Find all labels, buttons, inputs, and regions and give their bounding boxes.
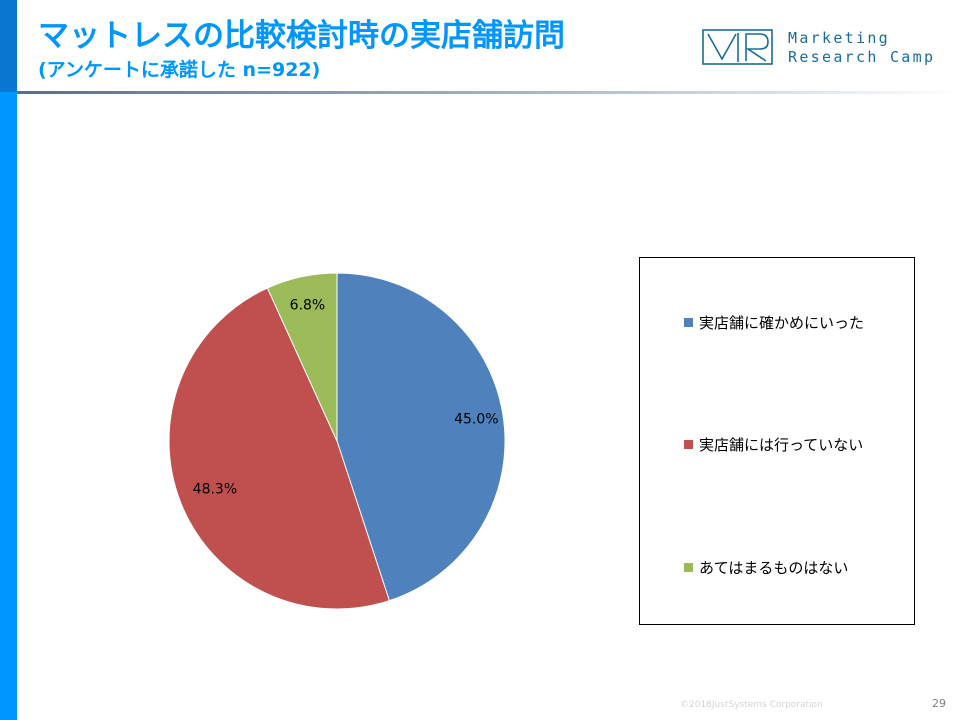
legend-item-not-visited: 実店舗には行っていない <box>684 434 863 455</box>
vr-logo-mark <box>702 29 773 65</box>
legend-item-visited: 実店舗に確かめにいった <box>684 312 864 333</box>
logo: Marketing Research Camp <box>702 28 952 70</box>
logo-text: Marketing Research Camp <box>788 29 935 67</box>
legend-swatch-visited <box>684 318 693 327</box>
legend-label-not-visited: 実店舗には行っていない <box>699 436 864 454</box>
data-label-not-visited: 48.3% <box>193 482 237 498</box>
chart-legend: 実店舗に確かめにいった 実店舗には行っていない あてはまるものはない <box>639 257 915 625</box>
page-subtitle: (アンケートに承諾した n=922) <box>38 59 321 81</box>
page-number: 29 <box>932 697 946 710</box>
legend-swatch-not-visited <box>684 440 693 449</box>
slice-not-visited <box>168 287 390 610</box>
left-accent-bar-top <box>0 0 17 92</box>
copyright-text: ©2018JustSystems Corporation <box>680 700 823 710</box>
left-accent-bar <box>0 0 17 720</box>
legend-item-none: あてはまるものはない <box>684 557 848 578</box>
logo-text-line2: Research Camp <box>788 48 936 66</box>
slice-none <box>266 272 338 442</box>
legend-swatch-none <box>684 563 693 572</box>
logo-text-line1: Marketing <box>788 29 890 47</box>
data-label-visited: 45.0% <box>454 412 498 428</box>
header-divider <box>17 91 960 94</box>
data-label-none: 6.8% <box>290 298 326 314</box>
slice-visited <box>336 272 506 602</box>
legend-label-none: あてはまるものはない <box>699 559 849 577</box>
page-title: マットレスの比較検討時の実店舗訪問 <box>38 18 565 54</box>
legend-label-visited: 実店舗に確かめにいった <box>699 314 865 332</box>
